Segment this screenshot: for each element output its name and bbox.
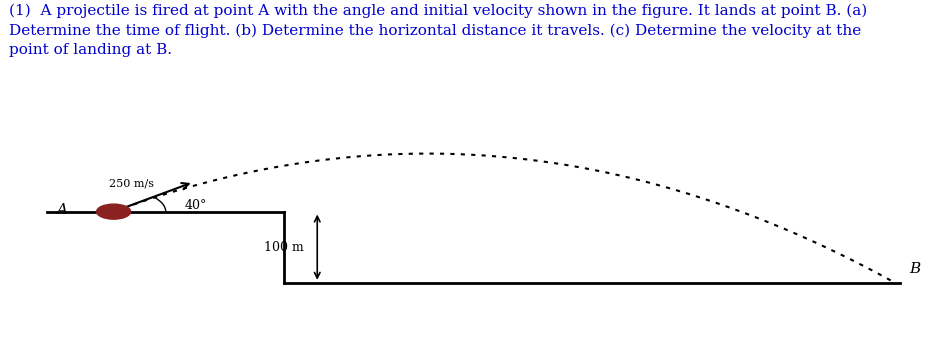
Text: 100 m: 100 m bbox=[264, 241, 304, 254]
Text: B: B bbox=[909, 263, 920, 276]
Text: (1)  A projectile is fired at point A with the angle and initial velocity shown : (1) A projectile is fired at point A wit… bbox=[9, 3, 867, 57]
Text: 250 m/s: 250 m/s bbox=[109, 179, 153, 188]
Text: A: A bbox=[56, 203, 67, 217]
Circle shape bbox=[97, 204, 131, 219]
Text: 40°: 40° bbox=[185, 199, 207, 212]
